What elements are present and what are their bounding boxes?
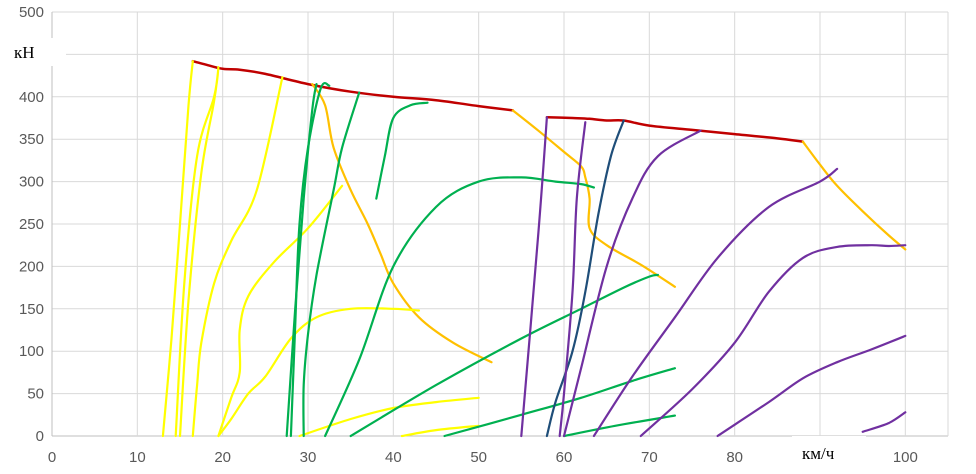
x-axis-unit: км/ч — [802, 444, 835, 463]
green-series-line — [349, 273, 659, 438]
purple-series-line — [558, 121, 587, 438]
y-tick-label: 350 — [19, 131, 44, 148]
y-tick-label: 400 — [19, 89, 44, 106]
y-tick-label: 250 — [19, 216, 44, 233]
yellow-series-line — [174, 65, 220, 438]
green-series-line — [324, 176, 595, 438]
y-tick-label: 100 — [19, 343, 44, 360]
x-tick-label: 80 — [726, 449, 743, 466]
yellow-series-line — [161, 60, 194, 438]
purple-series-line — [639, 244, 907, 438]
x-tick-label: 60 — [556, 449, 573, 466]
purple-series-line — [520, 116, 548, 438]
x-tick-label: 100 — [893, 449, 918, 466]
yellow-series-line — [400, 424, 480, 438]
orange-series-line — [801, 140, 907, 251]
y-tick-label: 300 — [19, 174, 44, 191]
y-tick-label: 150 — [19, 301, 44, 318]
purple-series-line — [861, 411, 907, 433]
green-series-line — [375, 101, 429, 200]
red-series-line — [545, 115, 805, 143]
grid-lines — [51, 11, 949, 437]
y-axis-unit: кН — [14, 43, 35, 62]
x-tick-label: 70 — [641, 449, 658, 466]
tick-labels: 0501001502002503003504004505000102030405… — [19, 4, 918, 466]
y-tick-label: 200 — [19, 258, 44, 275]
x-tick-label: 0 — [48, 449, 56, 466]
y-tick-label: 500 — [19, 4, 44, 21]
x-tick-label: 20 — [214, 449, 231, 466]
series-lines — [161, 59, 907, 438]
orange-series-line — [511, 109, 676, 288]
x-tick-label: 10 — [129, 449, 146, 466]
purple-series-line — [592, 167, 839, 438]
y-tick-label: 50 — [27, 386, 44, 403]
x-tick-label: 50 — [470, 449, 487, 466]
yellow-series-line — [217, 307, 420, 438]
green-series-line — [289, 82, 331, 438]
ylabel-box — [8, 38, 66, 66]
purple-series-line — [716, 334, 907, 438]
x-tick-label: 30 — [300, 449, 317, 466]
x-tick-label: 40 — [385, 449, 402, 466]
green-series-line — [443, 367, 676, 438]
purple-series-line — [562, 129, 702, 438]
yellow-series-line — [217, 184, 344, 438]
orange-series-line — [311, 83, 493, 364]
yellow-series-line — [191, 76, 284, 438]
yellow-series-line — [298, 396, 480, 438]
y-tick-label: 0 — [36, 428, 44, 445]
green-series-line — [285, 83, 318, 438]
blue-series-line — [545, 119, 625, 438]
green-series-line — [302, 91, 361, 438]
xlabel-box — [792, 436, 866, 468]
